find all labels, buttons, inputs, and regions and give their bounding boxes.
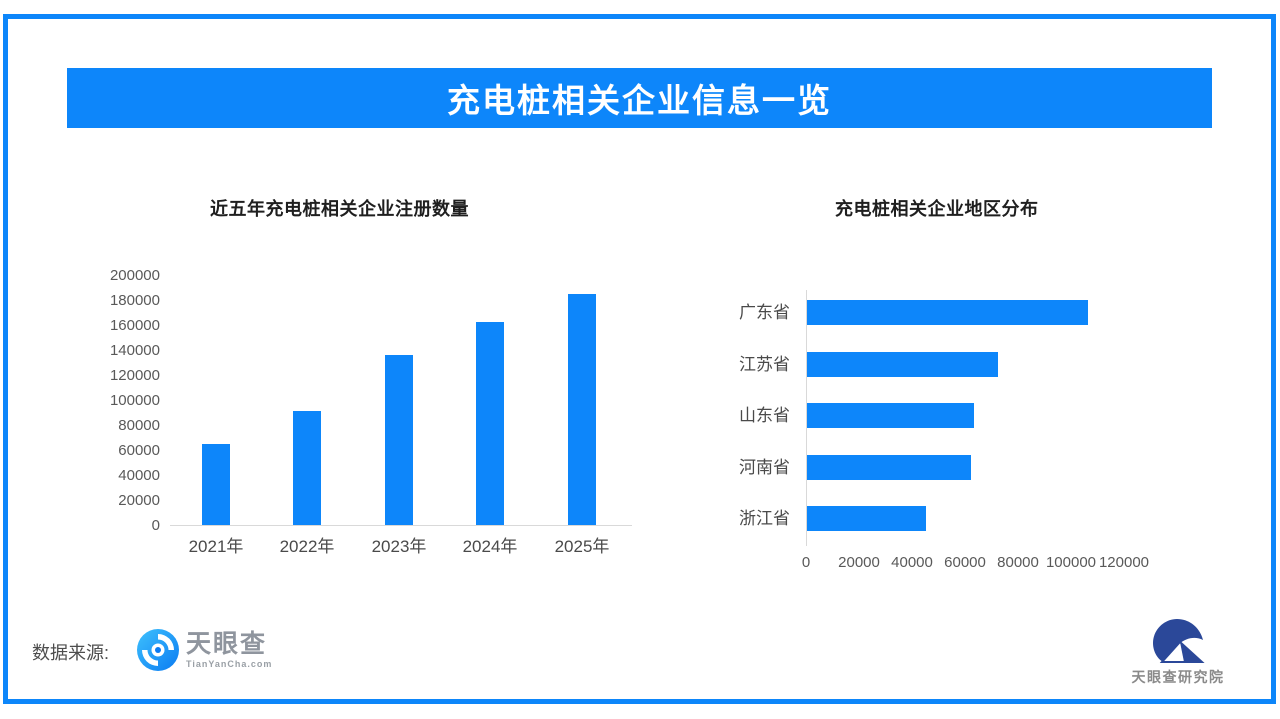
y-axis-tick-label: 200000	[109, 267, 160, 284]
x-axis-tick-label: 80000	[997, 554, 1039, 571]
title-banner: 充电桩相关企业信息一览	[67, 68, 1212, 128]
y-axis-tick-label: 40000	[118, 467, 160, 484]
y-axis-category-label: 广东省	[739, 303, 790, 322]
chart-bar	[807, 351, 998, 377]
y-axis-tick-label: 60000	[118, 442, 160, 459]
region-bar-chart: 广东省江苏省山东省河南省浙江省 0 20000 40000 60000 80000 1000…	[700, 280, 1180, 580]
x-axis-tick-label: 100000	[1045, 554, 1097, 571]
tianyancha-wordmark: 天眼查 TianYanCha.com	[186, 631, 272, 669]
y-axis-line	[806, 290, 807, 546]
tianyancha-domain: TianYanCha.com	[186, 659, 273, 669]
y-axis-category-label: 山东省	[739, 406, 790, 425]
tianyancha-name: 天眼查	[186, 630, 268, 658]
y-axis-tick-label: 160000	[109, 317, 160, 334]
page-frame	[3, 14, 1276, 704]
x-axis-tick-label: 60000	[944, 554, 986, 571]
x-axis-tick-label: 120000	[1098, 554, 1150, 571]
y-axis-category-label: 浙江省	[739, 509, 790, 528]
y-axis-tick-label: 180000	[109, 292, 160, 309]
data-source-label: 数据来源:	[32, 643, 110, 663]
chart-bar	[807, 506, 926, 531]
x-axis-tick-label: 0	[801, 554, 811, 571]
y-axis-tick-label: 120000	[109, 367, 160, 384]
research-institute-name: 天眼查研究院	[1131, 669, 1225, 685]
research-institute-logo: 天眼查研究院	[1128, 618, 1228, 692]
y-axis-category-label: 河南省	[739, 457, 790, 477]
region-chart-title: 充电桩相关企业地区分布	[835, 199, 1039, 219]
chart-bar	[202, 444, 230, 525]
y-axis-tick-label: 20000	[118, 492, 160, 509]
x-axis-category-label: 2023年	[371, 537, 427, 556]
tianyancha-logo: 天眼查 TianYanCha.com	[136, 626, 271, 674]
y-axis-tick-label: 0	[151, 517, 160, 534]
y-axis-tick-label: 140000	[109, 342, 160, 359]
y-axis-category-label: 江苏省	[739, 354, 790, 374]
page-title: 充电桩相关企业信息一览	[447, 82, 832, 119]
x-axis-tick-label: 40000	[891, 554, 933, 571]
x-axis-line	[170, 525, 632, 526]
y-axis-tick-label: 80000	[118, 417, 160, 434]
chart-bar	[385, 355, 413, 525]
tianyancha-eye-icon	[137, 629, 179, 671]
x-axis-category-label: 2024年	[462, 537, 518, 556]
x-axis-category-label: 2022年	[279, 537, 335, 556]
chart-bar	[476, 322, 504, 525]
x-axis-category-label: 2025年	[554, 537, 610, 556]
chart-bar	[807, 403, 974, 428]
chart-bar	[807, 300, 1088, 325]
chart-bar	[568, 294, 596, 525]
y-axis-tick-label: 100000	[109, 392, 160, 409]
registrations-bar-chart: 200000 180000 160000 140000 120000 100000 8000…	[85, 265, 645, 565]
chart-bar	[807, 454, 971, 480]
registrations-chart-title: 近五年充电桩相关企业注册数量	[210, 199, 469, 219]
research-eye-icon	[1153, 619, 1205, 663]
x-axis-category-label: 2021年	[188, 537, 244, 556]
x-axis-tick-label: 20000	[838, 554, 880, 571]
chart-bar	[293, 411, 321, 525]
